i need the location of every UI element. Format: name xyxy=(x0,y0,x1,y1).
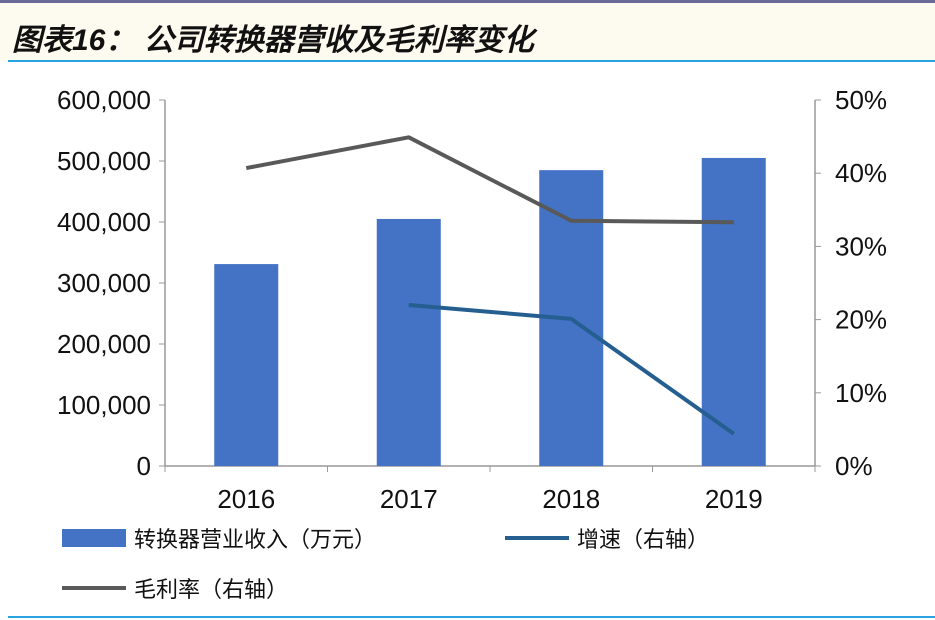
legend-label: 毛利率（右轴） xyxy=(134,577,289,602)
x-tick-label: 2016 xyxy=(217,484,275,514)
legend-item: 转换器营业收入（万元） xyxy=(62,522,376,554)
title-bar: 图表16： 公司转换器营收及毛利率变化 xyxy=(0,3,935,60)
right-tick-label: 10% xyxy=(835,378,887,408)
legend-item: 毛利率（右轴） xyxy=(62,572,288,604)
revenue-bar xyxy=(376,218,441,466)
right-tick-label: 50% xyxy=(835,85,887,115)
left-tick-label: 400,000 xyxy=(57,207,151,237)
right-tick-label: 0% xyxy=(835,451,873,481)
x-tick-label: 2017 xyxy=(380,484,438,514)
chart-title: 图表16： 公司转换器营收及毛利率变化 xyxy=(12,24,534,57)
right-tick-label: 20% xyxy=(835,305,887,335)
x-tick-label: 2018 xyxy=(542,484,600,514)
legend-item: 增速（右轴） xyxy=(505,522,709,554)
revenue-bar xyxy=(701,157,766,466)
x-tick-label: 2019 xyxy=(705,484,763,514)
left-tick-label: 500,000 xyxy=(57,146,151,176)
legend-swatch xyxy=(62,529,126,547)
right-tick-label: 30% xyxy=(835,231,887,261)
title-rule xyxy=(8,60,935,62)
top-border xyxy=(0,0,935,3)
revenue-bar xyxy=(214,264,279,466)
left-tick-label: 100,000 xyxy=(57,390,151,420)
legend-swatch xyxy=(505,536,569,540)
legend-swatch xyxy=(62,586,126,590)
left-tick-label: 300,000 xyxy=(57,268,151,298)
legend-label: 增速（右轴） xyxy=(577,527,710,552)
left-tick-label: 200,000 xyxy=(57,329,151,359)
right-tick-label: 40% xyxy=(835,158,887,188)
legend-label: 转换器营业收入（万元） xyxy=(134,527,377,552)
bottom-rule xyxy=(8,616,935,618)
margin-line xyxy=(245,135,734,225)
left-tick-label: 600,000 xyxy=(57,85,151,115)
left-tick-label: 0 xyxy=(137,451,151,481)
